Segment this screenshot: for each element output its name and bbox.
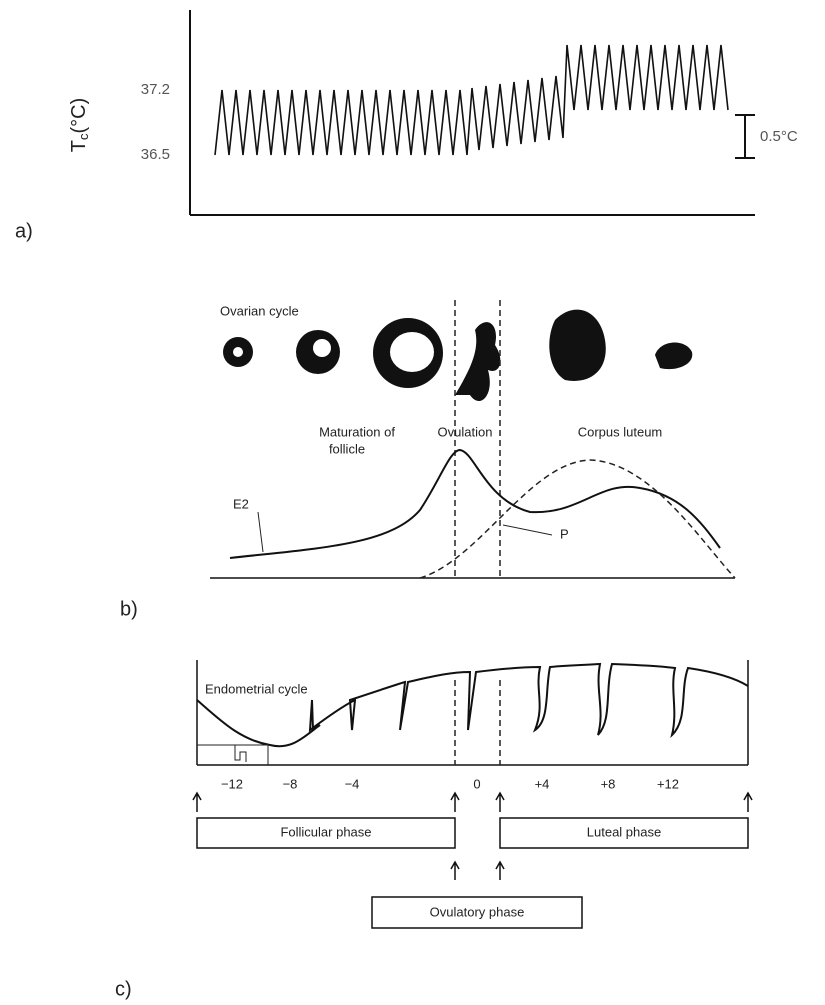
phase-box: [371, 896, 583, 929]
ruptured-follicle: [455, 322, 501, 401]
x-tick-label: −8: [283, 776, 298, 791]
stage-label: Ovulation: [438, 424, 493, 439]
panel-c: Endometrial cycle −12 −8 −4 0 +4 +8 +12 Follic…: [115, 660, 753, 1000]
inset: [197, 744, 269, 765]
panel-label: a): [15, 220, 33, 242]
panel-label: b): [120, 598, 138, 620]
stage-label: follicle: [329, 441, 365, 456]
leader: [257, 511, 264, 553]
corpus-luteum: [549, 309, 606, 381]
phase-label: Ovulatory phase: [430, 904, 525, 919]
follicle-core: [390, 332, 434, 372]
curve-label: P: [560, 526, 569, 541]
phase-box: [499, 817, 749, 849]
corpus-albicans: [655, 342, 693, 370]
temperature-trace: [214, 44, 729, 156]
x-tick-label: −12: [221, 776, 243, 791]
e2-curve: [229, 448, 721, 559]
x-tick-label: −4: [345, 776, 360, 791]
phase-label: Follicular phase: [280, 824, 371, 839]
arrows: [192, 791, 753, 812]
panel-title: Endometrial cycle: [205, 681, 308, 696]
tick-labels: −12 −8 −4 0 +4 +8 +12: [221, 776, 679, 791]
stage-label: Corpus luteum: [578, 424, 663, 439]
y-tick-label: 37.2: [141, 81, 170, 98]
follicle-core: [233, 347, 243, 357]
axis-subscript: c: [76, 133, 91, 140]
panel-a: Tc(°C) 37.2 36.5 0.5°C a): [15, 10, 798, 242]
p-curve: [419, 459, 736, 579]
x-tick-label: 0: [473, 776, 480, 791]
x-tick-label: +4: [535, 776, 550, 791]
arrows: [450, 860, 505, 880]
leader: [502, 524, 553, 536]
x-tick-label: +12: [657, 776, 679, 791]
axis-unit: (°C): [68, 98, 90, 134]
panel-label: c): [115, 978, 132, 1000]
x-tick-label: +8: [601, 776, 616, 791]
panel-title: Ovarian cycle: [220, 303, 299, 318]
panel-b: Ovarian cycle Maturation of follicle Ovu…: [120, 300, 736, 620]
phase-box: [196, 817, 456, 849]
stage-label: Maturation of: [319, 424, 395, 439]
scale-bar: [735, 114, 755, 159]
scale-bar-label: 0.5°C: [760, 128, 798, 145]
follicle-core: [313, 339, 331, 357]
y-tick-label: 36.5: [141, 146, 170, 163]
phase-label: Luteal phase: [587, 824, 661, 839]
axis-symbol: T: [68, 140, 90, 152]
y-axis-label: Tc(°C): [68, 98, 91, 152]
endometrium-curve: [196, 662, 749, 748]
curve-label: E2: [233, 496, 249, 511]
